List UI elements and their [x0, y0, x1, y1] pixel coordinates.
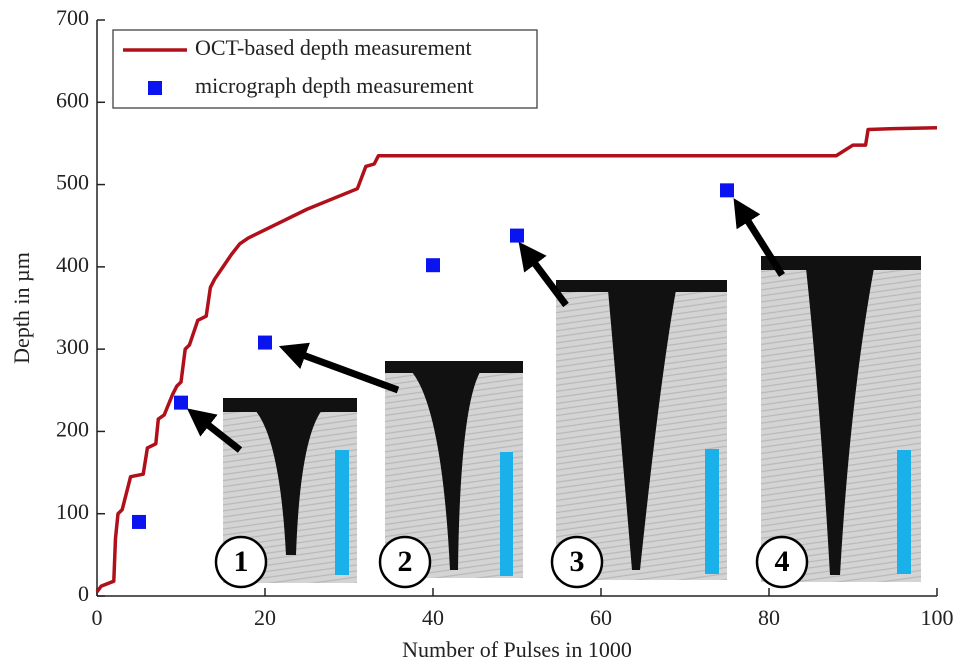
badge	[378, 535, 432, 589]
data-point	[258, 335, 272, 350]
x-axis-label: Number of Pulses in 1000	[402, 637, 632, 662]
y-tick-label: 400	[56, 252, 89, 277]
data-point	[132, 514, 146, 529]
y-tick-label: 200	[56, 416, 89, 441]
annotation: 1	[234, 545, 249, 578]
micrograph-top	[223, 398, 357, 412]
legend-swatch	[148, 81, 162, 95]
data-line	[95, 126, 938, 593]
legend-label: micrograph depth measurement	[195, 73, 474, 98]
arrow	[518, 241, 569, 308]
x-tick-label: 0	[92, 605, 103, 630]
scale-bar	[705, 449, 719, 574]
annotation: 2	[398, 545, 413, 578]
arrow	[186, 408, 243, 453]
x-tick-label: 20	[254, 605, 276, 630]
annotation: 3	[570, 545, 585, 578]
hole	[806, 268, 874, 575]
data-point	[174, 395, 188, 410]
data-point	[720, 183, 734, 198]
arrow	[278, 342, 400, 394]
x-tick-label: 60	[590, 605, 612, 630]
badge	[550, 535, 604, 589]
scale-bar	[335, 450, 349, 575]
y-tick-label: 300	[56, 334, 89, 359]
micrograph-top	[556, 280, 727, 292]
x-tick-label: 80	[758, 605, 780, 630]
y-tick-label: 500	[56, 170, 89, 195]
data-point	[426, 258, 440, 273]
hole	[608, 290, 676, 570]
x-tick-label: 40	[422, 605, 444, 630]
micrograph-top	[761, 256, 921, 270]
scale-bar	[897, 450, 911, 574]
badge	[214, 535, 268, 589]
arrows	[186, 198, 785, 453]
y-axis-label: Depth in µm	[9, 252, 34, 364]
legend-box	[112, 29, 538, 109]
data-point	[510, 228, 524, 243]
insets: 1 2 3 4	[186, 198, 921, 589]
micrograph-top	[385, 361, 523, 373]
y-tick-label: 0	[78, 581, 89, 606]
y-tick-label: 100	[56, 499, 89, 524]
scale-bar	[500, 452, 513, 576]
arrow	[733, 198, 785, 277]
hole	[412, 372, 480, 570]
hole	[255, 410, 322, 555]
y-tick-label: 600	[56, 87, 89, 112]
y-tick-label: 700	[56, 5, 89, 30]
legend-label: OCT-based depth measurement	[195, 35, 472, 60]
x-tick-label: 100	[921, 605, 954, 630]
badge	[755, 535, 809, 589]
annotation: 4	[775, 545, 790, 578]
